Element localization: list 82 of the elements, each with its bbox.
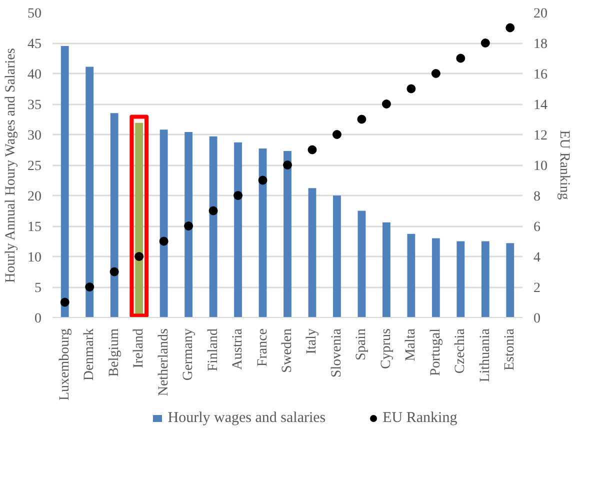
x-tick-label: France bbox=[255, 328, 270, 367]
y2-tick-label: 2 bbox=[534, 281, 540, 296]
bar bbox=[258, 148, 267, 318]
point bbox=[208, 206, 218, 216]
x-tick-label: Sweden bbox=[280, 328, 295, 373]
x-tick-label: Netherlands bbox=[156, 328, 172, 396]
bar bbox=[308, 188, 316, 318]
bar bbox=[456, 241, 465, 318]
bar bbox=[407, 234, 416, 318]
y2-axis-title: EU Ranking bbox=[556, 130, 572, 200]
bar bbox=[160, 130, 168, 318]
x-tick-label: Italy bbox=[304, 328, 320, 354]
point bbox=[110, 267, 119, 276]
y-tick-label: 50 bbox=[28, 6, 42, 22]
y2-tick-label: 10 bbox=[534, 159, 548, 174]
x-tick-label: Finland bbox=[206, 328, 221, 372]
bar bbox=[432, 238, 440, 318]
x-tick-label: Belgium bbox=[106, 328, 122, 377]
point bbox=[406, 84, 416, 94]
y2-tick-label: 8 bbox=[534, 190, 540, 204]
bar bbox=[60, 46, 69, 318]
point bbox=[382, 100, 391, 108]
bar bbox=[284, 150, 292, 318]
point bbox=[258, 176, 268, 185]
bar bbox=[506, 243, 514, 318]
bar bbox=[333, 196, 341, 318]
x-tick-label: Portugal bbox=[428, 328, 444, 376]
bar bbox=[184, 132, 193, 318]
point bbox=[85, 282, 94, 292]
x-tick-label: Lithuania bbox=[478, 328, 493, 382]
point bbox=[332, 130, 342, 139]
point bbox=[234, 191, 243, 200]
x-tick-label: Spain bbox=[354, 328, 370, 360]
legend-label: EU Ranking bbox=[382, 410, 458, 426]
x-tick-label: Austria bbox=[230, 328, 246, 370]
x-tick-label: Malta bbox=[404, 328, 419, 362]
x-tick-label: Ireland bbox=[132, 328, 147, 368]
y2-tick-label: 4 bbox=[534, 250, 540, 266]
x-tick-label: Cyprus bbox=[378, 328, 394, 369]
y-tick-label: 0 bbox=[34, 312, 42, 326]
y-tick-label: 15 bbox=[28, 220, 42, 235]
bar bbox=[86, 66, 94, 318]
bar bbox=[382, 222, 390, 318]
x-tick-label: Luxembourg bbox=[57, 328, 72, 401]
x-tick-label: Slovenia bbox=[329, 328, 344, 378]
y2-tick-label: 14 bbox=[534, 98, 548, 113]
y2-tick-label: 0 bbox=[534, 312, 540, 326]
y-tick-label: 5 bbox=[34, 281, 42, 296]
point bbox=[357, 114, 366, 124]
bar bbox=[358, 210, 366, 318]
point bbox=[184, 222, 194, 230]
point bbox=[159, 236, 168, 246]
y-tick-label: 30 bbox=[28, 128, 42, 144]
bar bbox=[110, 113, 118, 318]
point bbox=[134, 252, 144, 261]
y-tick-label: 20 bbox=[28, 190, 42, 204]
y2-tick-label: 20 bbox=[534, 6, 548, 22]
y2-tick-label: 12 bbox=[534, 128, 548, 144]
point bbox=[506, 23, 515, 32]
x-tick-label: Denmark bbox=[82, 328, 98, 381]
y2-tick-label: 18 bbox=[534, 37, 548, 52]
y2-tick-label: 6 bbox=[534, 220, 540, 235]
y-tick-label: 45 bbox=[28, 37, 42, 52]
y-tick-label: 10 bbox=[28, 250, 42, 266]
y-tick-label: 40 bbox=[28, 68, 42, 82]
x-tick-label: Czechia bbox=[453, 328, 468, 374]
x-tick-label: Estonia bbox=[502, 328, 518, 370]
y2-tick-label: 16 bbox=[534, 68, 548, 82]
point bbox=[60, 298, 70, 307]
point bbox=[456, 54, 466, 63]
bar bbox=[234, 142, 242, 318]
point bbox=[308, 145, 317, 154]
point bbox=[283, 160, 292, 170]
y-tick-label: 25 bbox=[28, 159, 42, 174]
point bbox=[431, 69, 440, 78]
y-axis-title: Hourly Annual Houry Wages and Salaries bbox=[4, 48, 18, 283]
x-tick-label: Germany bbox=[181, 328, 196, 381]
bar bbox=[209, 136, 218, 318]
bar bbox=[481, 241, 490, 318]
legend-label: Hourly wages and salaries bbox=[168, 410, 326, 426]
y-tick-label: 35 bbox=[28, 98, 42, 113]
point bbox=[480, 38, 490, 48]
